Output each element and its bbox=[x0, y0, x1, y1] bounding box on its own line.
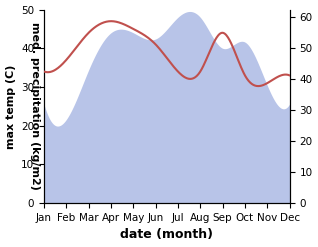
Y-axis label: med. precipitation (kg/m2): med. precipitation (kg/m2) bbox=[30, 22, 40, 190]
Y-axis label: max temp (C): max temp (C) bbox=[5, 64, 16, 148]
X-axis label: date (month): date (month) bbox=[120, 228, 213, 242]
